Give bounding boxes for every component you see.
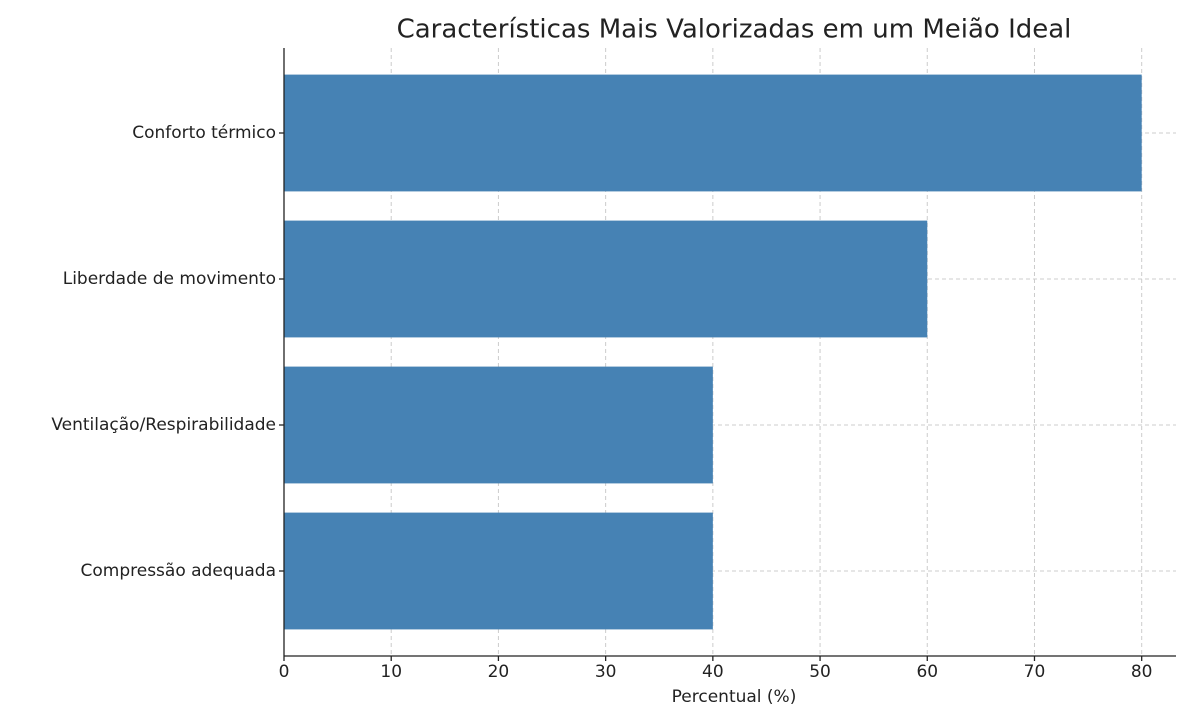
y-tick-label: Compressão adequada [81, 561, 277, 581]
x-tick-label: 50 [809, 662, 831, 682]
bar [284, 366, 713, 484]
y-tick-label: Liberdade de movimento [63, 269, 276, 289]
y-tick-label: Conforto térmico [132, 123, 276, 143]
x-tick-label: 40 [702, 662, 724, 682]
bar [284, 512, 713, 630]
y-tick-label: Ventilação/Respirabilidade [51, 415, 276, 435]
bar [284, 74, 1142, 192]
x-tick-label: 30 [595, 662, 617, 682]
x-tick-label: 60 [916, 662, 938, 682]
x-tick-label: 20 [488, 662, 510, 682]
x-tick-label: 0 [279, 662, 290, 682]
x-axis-label: Percentual (%) [672, 687, 797, 707]
bar [284, 220, 928, 338]
x-tick-label: 70 [1024, 662, 1046, 682]
chart-title: Características Mais Valorizadas em um M… [397, 15, 1072, 45]
x-tick-label: 10 [380, 662, 402, 682]
x-tick-label: 80 [1131, 662, 1153, 682]
